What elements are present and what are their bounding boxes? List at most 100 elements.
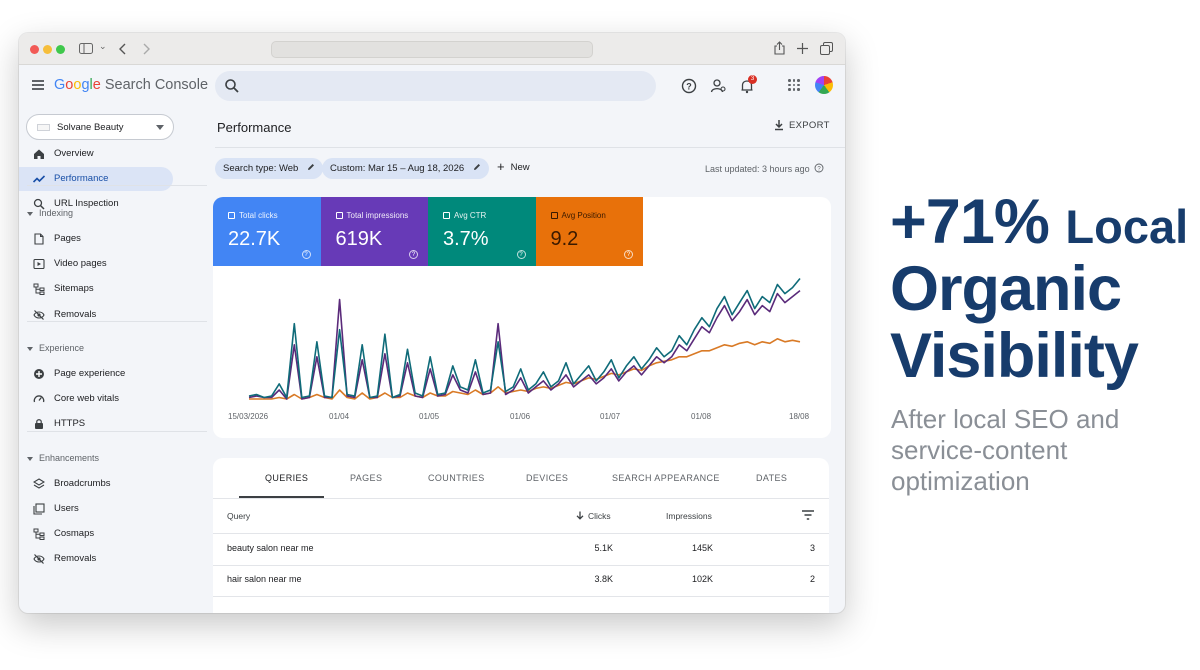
sidebar-item-video-pages[interactable]: Video pages bbox=[19, 252, 173, 276]
address-bar[interactable] bbox=[271, 41, 593, 58]
metric-avg-ctr[interactable]: Avg CTR 3.7%? bbox=[428, 197, 536, 266]
new-filter-label: New bbox=[510, 162, 530, 173]
sidebar-item-cosmaps[interactable]: Cosmaps bbox=[19, 522, 173, 546]
help-icon[interactable]: ? bbox=[409, 250, 418, 259]
sidebar-item-label: Performance bbox=[54, 173, 109, 184]
browser-toolbar: ⌄ bbox=[19, 33, 845, 65]
subheadline-line: After local SEO and bbox=[891, 404, 1120, 434]
logo-google: Google bbox=[54, 77, 101, 93]
tab-dates[interactable]: DATES bbox=[756, 473, 788, 483]
app-logo[interactable]: Google Search Console bbox=[54, 77, 208, 93]
help-icon[interactable]: ? bbox=[680, 77, 698, 95]
menu-icon[interactable] bbox=[32, 80, 44, 90]
metric-total-clicks[interactable]: Total clicks 22.7K? bbox=[213, 197, 321, 266]
sidebar-item-removals[interactable]: Removals bbox=[19, 547, 173, 571]
column-header-query[interactable]: Query bbox=[227, 511, 251, 521]
sidebar-item-performance[interactable]: Performance bbox=[19, 167, 173, 191]
column-header-clicks[interactable]: Clicks bbox=[576, 511, 611, 521]
column-header-impressions[interactable]: Impressions bbox=[666, 511, 712, 521]
maximize-window-button[interactable] bbox=[56, 45, 65, 54]
report-tabs: QUERIES PAGES COUNTRIES DEVICES SEARCH APPEA… bbox=[213, 458, 829, 499]
x-tick-label: 01/07 bbox=[600, 412, 621, 421]
removals-icon bbox=[33, 310, 45, 320]
sidebar-item-users[interactable]: Users bbox=[19, 497, 173, 521]
table-row[interactable]: beauty salon near me 5.1K 145K 3 bbox=[213, 537, 829, 567]
cell-impressions: 102K bbox=[691, 574, 713, 584]
property-logo bbox=[37, 124, 50, 131]
bell-icon[interactable] bbox=[738, 77, 756, 95]
sidebar-item-label: Page experience bbox=[54, 368, 126, 379]
sidebar: Solvane Beauty Overview Performance URL In… bbox=[19, 107, 207, 613]
sidebar-section-indexing[interactable]: Indexing bbox=[27, 208, 73, 218]
cell-query: beauty salon near me bbox=[227, 543, 314, 553]
sidebar-item-label: Overview bbox=[54, 148, 94, 159]
date-range-filter-chip[interactable]: Custom: Mar 15 – Aug 18, 2026 bbox=[322, 158, 489, 179]
edit-icon bbox=[307, 164, 314, 170]
sidebar-item-overview[interactable]: Overview bbox=[19, 142, 173, 166]
sidebar-section-enhancements[interactable]: Enhancements bbox=[27, 453, 99, 463]
tab-queries[interactable]: QUERIES bbox=[265, 473, 309, 483]
subheadline-line: service-content bbox=[891, 435, 1068, 465]
chevron-down-icon[interactable]: ⌄ bbox=[99, 42, 107, 52]
export-button[interactable]: EXPORT bbox=[789, 120, 830, 131]
tab-search-appearance[interactable]: SEARCH APPEARANCE bbox=[612, 473, 720, 483]
sidebar-item-label: HTTPS bbox=[54, 418, 86, 429]
sidebar-item-page-experience[interactable]: Page experience bbox=[19, 362, 173, 386]
sidebar-item-url-inspection[interactable]: URL Inspection bbox=[19, 192, 173, 216]
sidebar-divider bbox=[27, 431, 207, 432]
download-icon bbox=[775, 120, 783, 131]
sidebar-item-label: Core web vitals bbox=[54, 393, 119, 404]
minimize-window-button[interactable] bbox=[43, 45, 52, 54]
avatar[interactable] bbox=[815, 76, 833, 94]
tab-pages[interactable]: PAGES bbox=[350, 473, 383, 483]
sidebar-section-experience[interactable]: Experience bbox=[27, 343, 84, 353]
svg-text:?: ? bbox=[686, 81, 692, 91]
table-divider bbox=[213, 596, 829, 597]
cell-clicks: 3.8K bbox=[594, 574, 613, 584]
sidebar-item-label: Users bbox=[54, 503, 79, 514]
trending-icon bbox=[33, 175, 45, 183]
table-row[interactable]: hair salon near me 3.8K 102K 2 bbox=[213, 568, 829, 598]
search-type-filter-chip[interactable]: Search type: Web bbox=[215, 158, 323, 179]
tab-overview-icon[interactable] bbox=[820, 42, 833, 55]
x-tick-label: 01/08 bbox=[691, 412, 712, 421]
new-filter-button[interactable]: + New bbox=[497, 159, 530, 174]
new-tab-icon[interactable] bbox=[797, 43, 808, 54]
sitemaps-icon bbox=[33, 283, 45, 295]
video-pages-icon bbox=[33, 258, 45, 270]
help-icon[interactable]: ? bbox=[516, 250, 526, 259]
manage-users-icon[interactable] bbox=[709, 77, 727, 95]
sidebar-item-removals[interactable]: Removals bbox=[19, 303, 173, 327]
metric-total-impressions[interactable]: Total impressions 619K? bbox=[320, 197, 428, 266]
clicks-header-label: Clicks bbox=[588, 511, 611, 521]
share-icon[interactable] bbox=[774, 41, 785, 55]
back-icon[interactable] bbox=[119, 43, 127, 55]
close-window-button[interactable] bbox=[30, 45, 39, 54]
sidebar-item-core-web-vitals[interactable]: Core web vitals bbox=[19, 387, 173, 411]
help-icon[interactable]: ? bbox=[814, 163, 824, 173]
property-selector[interactable]: Solvane Beauty bbox=[26, 114, 174, 140]
help-icon[interactable]: ? bbox=[624, 250, 633, 259]
sidebar-item-sitemaps[interactable]: Sitemaps bbox=[19, 277, 173, 301]
sidebar-item-broadcrumbs[interactable]: Broadcrumbs bbox=[19, 472, 173, 496]
search-input[interactable] bbox=[215, 71, 656, 101]
x-tick-label: 01/04 bbox=[329, 412, 350, 421]
checkbox-icon bbox=[335, 212, 343, 219]
results-table-card: QUERIES PAGES COUNTRIES DEVICES SEARCH APPEA… bbox=[213, 458, 829, 613]
tab-countries[interactable]: COUNTRIES bbox=[428, 473, 485, 483]
gauge-icon bbox=[33, 395, 45, 403]
browser-window: ⌄ Google Search Console ? bbox=[19, 33, 845, 613]
sidebar-item-pages[interactable]: Pages bbox=[19, 227, 173, 251]
search-icon bbox=[225, 79, 239, 93]
metric-avg-position[interactable]: Avg Position 9.2? bbox=[535, 197, 643, 266]
tab-devices[interactable]: DEVICES bbox=[526, 473, 569, 483]
apps-grid-icon[interactable] bbox=[788, 79, 800, 91]
last-updated-label: Last updated: 3 hours ago bbox=[705, 164, 810, 174]
sidebar-item-https[interactable]: HTTPS bbox=[19, 412, 173, 436]
x-tick-label: 01/06 bbox=[510, 412, 531, 421]
help-icon[interactable]: ? bbox=[301, 250, 311, 259]
property-name: Solvane Beauty bbox=[57, 122, 124, 133]
filter-rows-icon[interactable] bbox=[802, 510, 814, 520]
sidebar-toggle-icon[interactable] bbox=[79, 43, 93, 54]
forward-icon[interactable] bbox=[142, 43, 150, 55]
